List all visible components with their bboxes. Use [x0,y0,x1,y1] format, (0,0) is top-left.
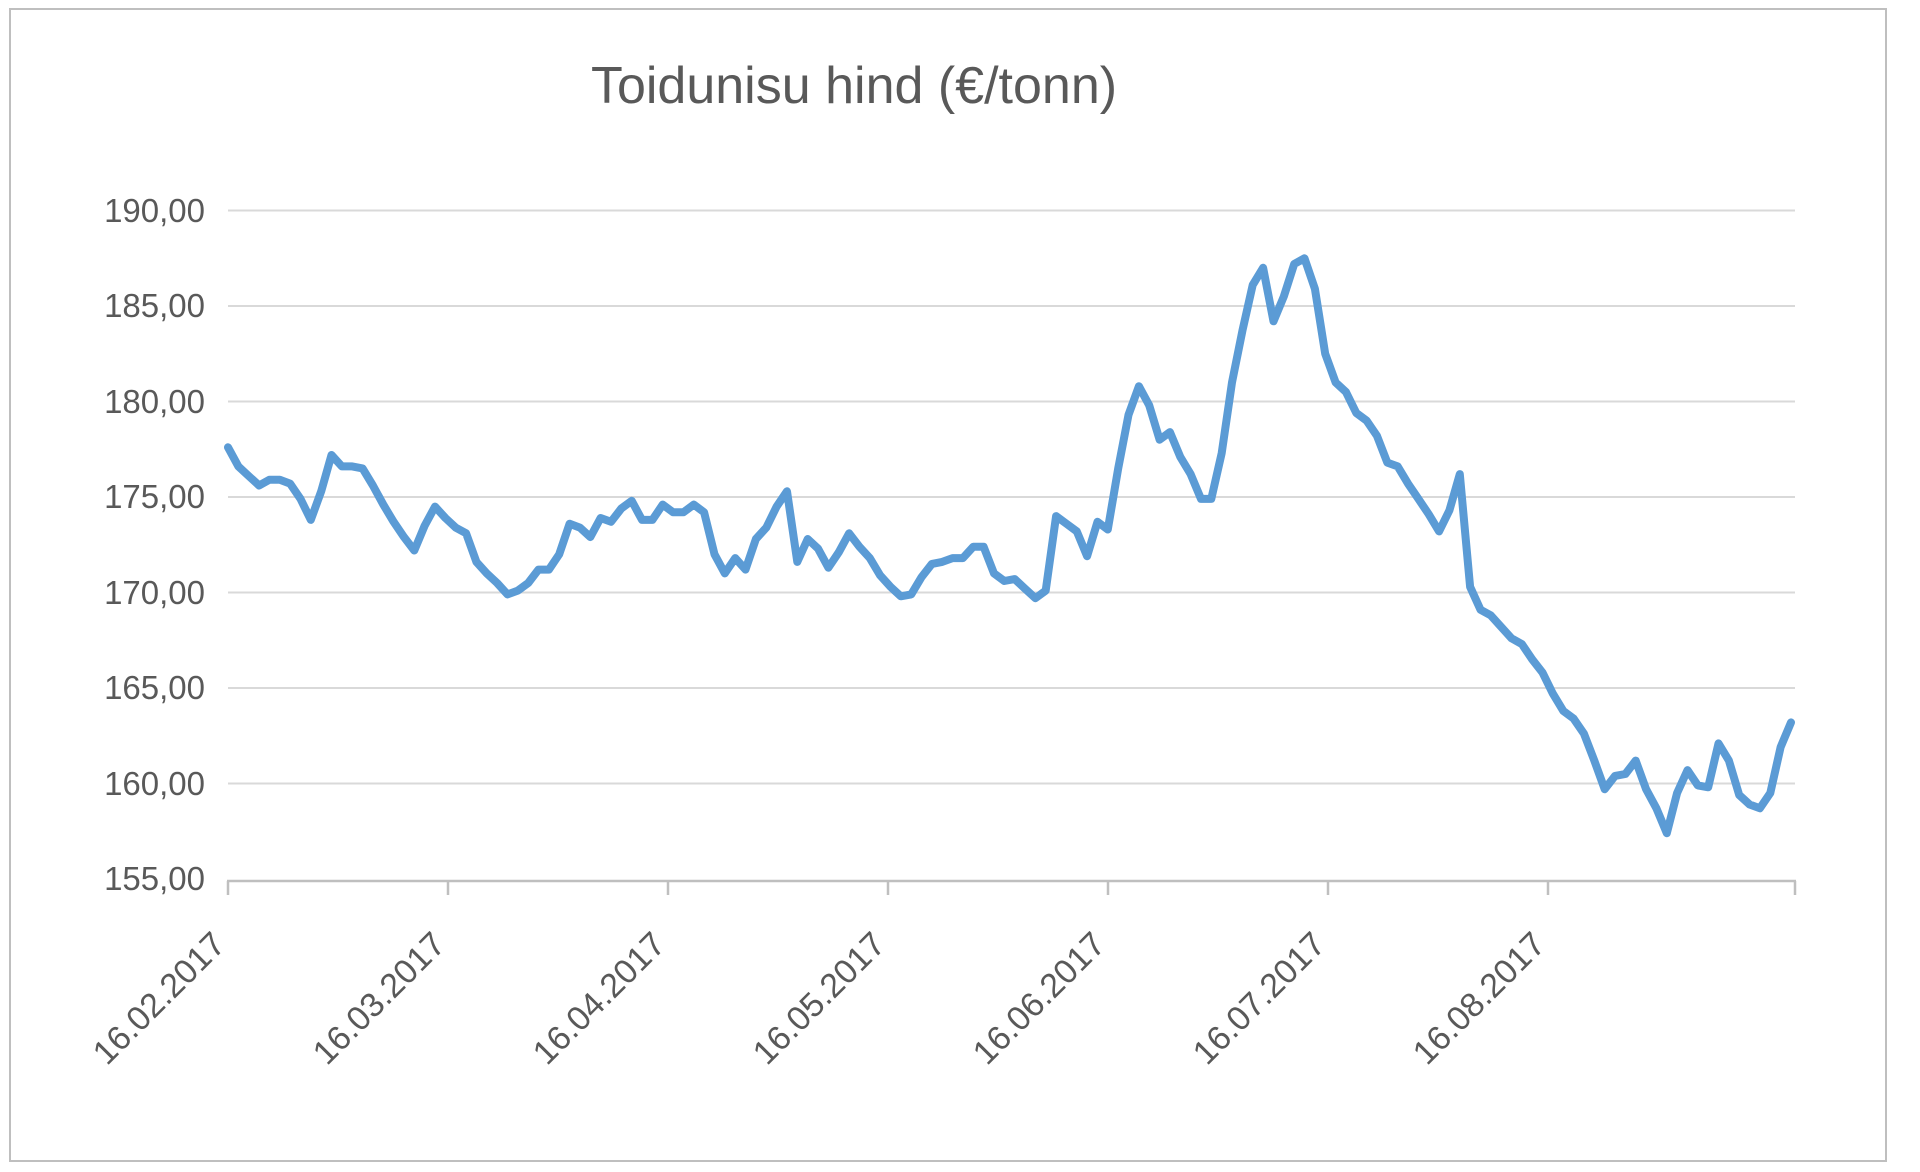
price-line [224,254,1795,838]
y-axis-label: 165,00 [104,669,205,706]
y-axis-label: 185,00 [104,287,205,324]
chart-title: Toidunisu hind (€/tonn) [590,57,1118,115]
y-axis-label: 160,00 [104,764,205,802]
y-axis-label: 155,00 [104,860,205,897]
y-axis-label: 175,00 [104,478,205,515]
y-axis-label: 190,00 [104,191,205,229]
y-axis-label: 170,00 [104,573,205,611]
chart-border [9,8,1887,1162]
y-axis-label: 180,00 [104,382,205,420]
